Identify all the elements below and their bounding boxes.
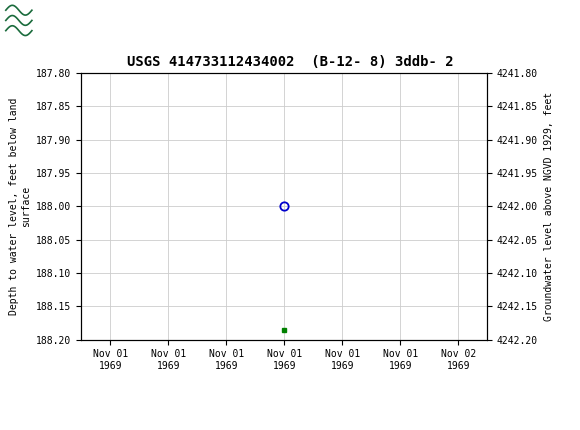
Y-axis label: Groundwater level above NGVD 1929, feet: Groundwater level above NGVD 1929, feet [543, 92, 553, 321]
Legend: Period of approved data: Period of approved data [187, 427, 382, 430]
Y-axis label: Depth to water level, feet below land
surface: Depth to water level, feet below land su… [9, 98, 31, 315]
Text: USGS: USGS [72, 12, 128, 29]
Bar [6, 4, 64, 37]
Text: USGS 414733112434002  (B-12- 8) 3ddb- 2: USGS 414733112434002 (B-12- 8) 3ddb- 2 [126, 55, 454, 69]
